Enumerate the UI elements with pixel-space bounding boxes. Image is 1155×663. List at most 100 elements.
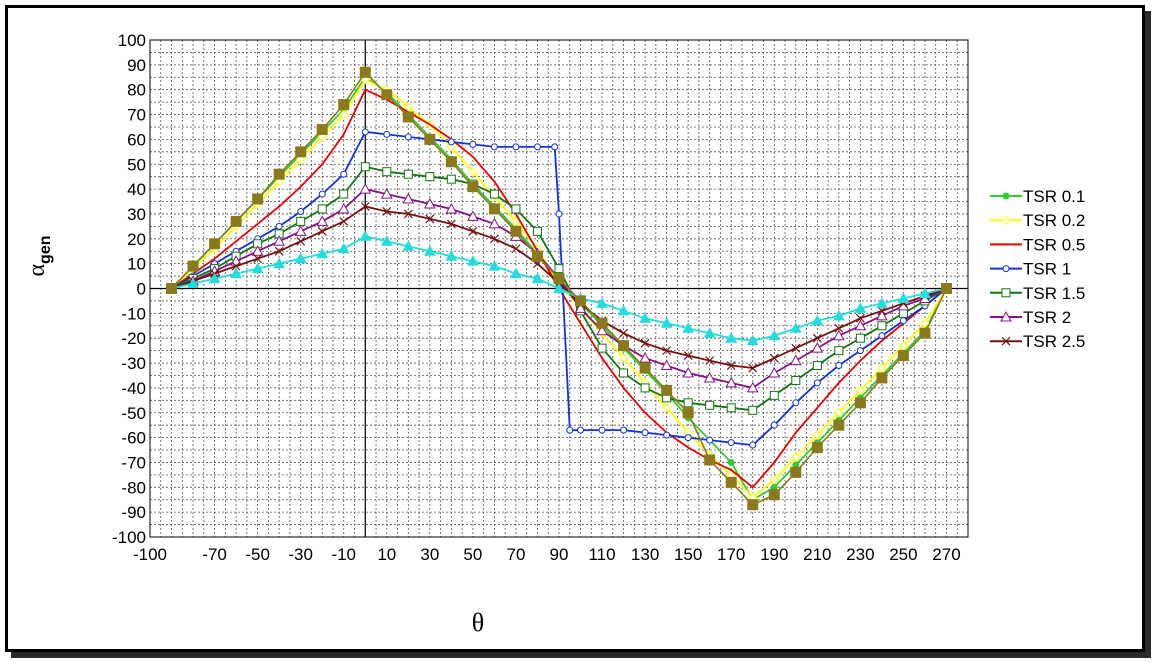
data-point: [919, 327, 931, 339]
data-point: [488, 217, 501, 229]
data-point: [1002, 265, 1010, 273]
data-point: [876, 297, 888, 308]
data-point: [898, 308, 908, 318]
data-point: [402, 240, 415, 251]
data-point: [619, 368, 629, 378]
data-point: [296, 236, 306, 246]
x-tick-label: 110: [588, 545, 615, 564]
data-point: [877, 363, 887, 373]
x-tick-label: 90: [550, 545, 569, 564]
data-point: [445, 202, 458, 214]
data-point: [855, 313, 865, 323]
y-axis-title-sub: gen: [37, 235, 54, 263]
data-point: [833, 419, 845, 431]
data-point: [382, 167, 392, 177]
legend-item: TSR 2: [990, 308, 1071, 327]
data-point: [166, 283, 178, 294]
data-point: [727, 458, 735, 466]
data-point: [792, 399, 800, 407]
data-point: [273, 168, 285, 180]
data-point: [596, 324, 608, 336]
data-point: [660, 317, 673, 328]
data-point: [402, 111, 414, 123]
legend-item: TSR 1: [990, 260, 1071, 279]
data-point: [187, 277, 199, 289]
y-tick-label: 80: [127, 81, 146, 100]
data-point: [876, 372, 888, 384]
chart-svg: 1009080706050403020100-10-20-30-40-50-60…: [24, 31, 1085, 637]
x-tick-label: -10: [331, 545, 356, 564]
data-point: [273, 235, 286, 246]
data-point: [339, 216, 349, 226]
data-point: [296, 216, 306, 226]
data-point: [251, 262, 264, 274]
data-point: [252, 193, 264, 205]
data-point: [641, 429, 649, 437]
data-point: [295, 146, 307, 158]
data-point: [596, 297, 608, 308]
x-tick-label: -30: [288, 545, 313, 564]
data-point: [727, 439, 735, 447]
data-point: [832, 329, 845, 341]
data-point: [447, 138, 455, 146]
data-point: [791, 375, 801, 385]
data-point: [575, 295, 587, 307]
y-tick-label: 70: [127, 106, 146, 125]
data-point: [275, 222, 283, 230]
data-point: [1001, 215, 1011, 225]
data-point: [382, 207, 392, 216]
data-point: [402, 193, 415, 204]
data-point: [489, 189, 499, 199]
y-tick-label: -10: [121, 304, 146, 323]
data-point: [834, 323, 844, 333]
data-point: [597, 343, 607, 353]
data-point: [748, 363, 758, 373]
data-point: [359, 183, 372, 194]
data-point: [361, 128, 369, 136]
data-point: [854, 397, 866, 409]
data-point: [899, 317, 907, 325]
data-point: [897, 350, 909, 362]
data-point: [1001, 288, 1011, 298]
data-point: [511, 244, 521, 254]
data-point: [746, 334, 759, 346]
data-point: [274, 246, 284, 256]
data-point: [554, 264, 564, 274]
data-point: [337, 242, 350, 254]
data-point: [596, 317, 608, 329]
data-point: [684, 434, 692, 442]
data-point: [318, 190, 326, 198]
y-tick-label: -100: [112, 528, 146, 547]
data-point: [682, 366, 695, 378]
data-point: [532, 226, 542, 236]
legend-label: TSR 1.5: [1023, 284, 1085, 303]
data-point: [705, 356, 715, 365]
data-point: [555, 210, 563, 218]
data-point: [620, 426, 628, 434]
data-point: [919, 287, 931, 298]
data-point: [618, 353, 629, 363]
data-point: [768, 366, 781, 378]
data-point: [748, 405, 758, 415]
y-tick-label: 20: [127, 230, 146, 249]
legend-label: TSR 2.5: [1023, 332, 1085, 351]
y-tick-label: -30: [121, 354, 146, 373]
legend-label: TSR 0.1: [1023, 187, 1085, 206]
x-tick-label: 70: [506, 545, 525, 564]
tick-labels: 1009080706050403020100-10-20-30-40-50-60…: [112, 31, 961, 564]
x-tick-label: 250: [889, 545, 917, 564]
data-point: [423, 245, 436, 256]
y-tick-label: 10: [127, 255, 146, 274]
x-axis-title: θ: [472, 608, 484, 637]
x-tick-label: 50: [463, 545, 482, 564]
data-point: [811, 342, 824, 353]
data-point: [253, 254, 263, 264]
data-point: [682, 322, 695, 333]
data-point: [424, 133, 436, 145]
data-point: [360, 162, 370, 172]
data-point: [251, 245, 264, 256]
data-point: [812, 430, 823, 440]
data-point: [510, 267, 522, 279]
data-point: [768, 329, 781, 341]
data-point: [294, 252, 307, 264]
